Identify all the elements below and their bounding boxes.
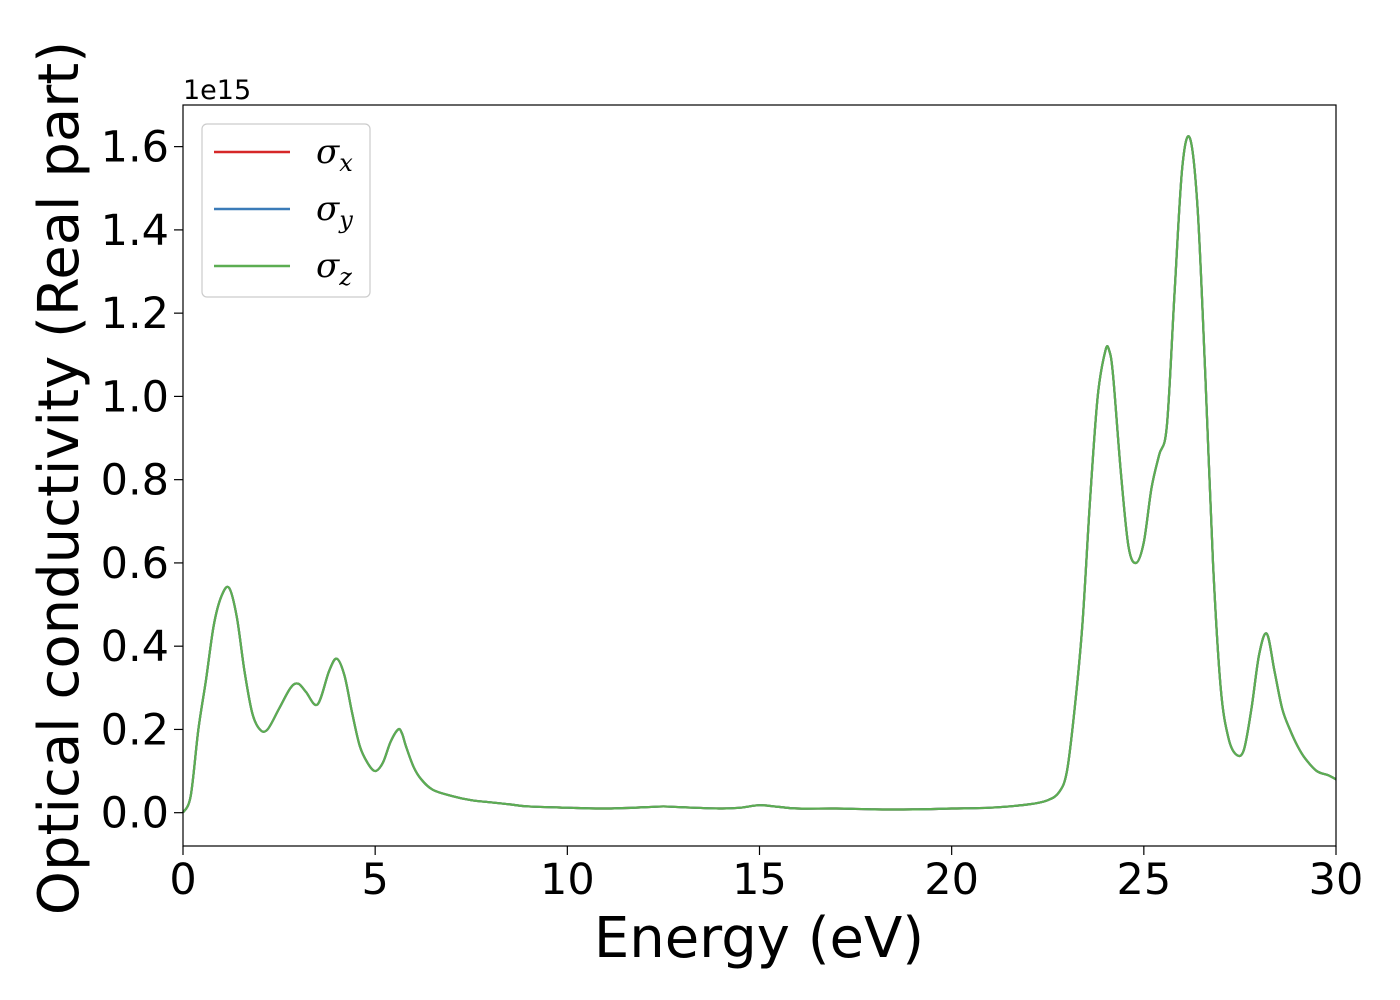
x-tick-label: 30	[1309, 855, 1364, 905]
y-axis-title: Optical conductivity (Real part)	[27, 41, 92, 915]
x-tick-label: 25	[1116, 855, 1171, 905]
plot-area	[183, 105, 1336, 846]
legend-label-sigma-y: σy	[316, 189, 353, 234]
legend-symbol: σ	[316, 246, 340, 286]
y-tick-label: 1.4	[101, 206, 169, 256]
legend-label-sigma-x: σx	[316, 132, 353, 177]
series-line-sigma-z	[182, 135, 1337, 814]
x-tick-label: 10	[540, 855, 595, 905]
legend-symbol: σ	[316, 189, 340, 229]
x-tick-label: 15	[732, 855, 787, 905]
legend-subscript: y	[338, 206, 353, 234]
y-tick-label: 1.6	[101, 123, 169, 173]
x-tick-label: 5	[361, 855, 388, 905]
x-tick-label: 20	[924, 855, 979, 905]
legend-label-sigma-z: σz	[316, 246, 352, 291]
legend-subscript: x	[339, 149, 353, 177]
legend-symbol: σ	[316, 132, 340, 172]
series-layer	[182, 135, 1337, 814]
y-tick-label: 0.6	[101, 539, 169, 589]
y-offset-label: 1e15	[183, 75, 251, 106]
y-tick-label: 0.2	[101, 705, 169, 755]
x-tick-label: 0	[169, 855, 196, 905]
y-tick-label: 0.8	[101, 456, 169, 506]
y-tick-label: 0.4	[101, 622, 169, 672]
x-axis-ticks: 0 5 10 15 20 25 30	[169, 846, 1363, 905]
y-tick-label: 1.2	[101, 289, 169, 339]
x-axis-title: Energy (eV)	[594, 906, 924, 971]
legend-subscript: z	[338, 263, 352, 291]
legend-box	[201, 123, 371, 298]
y-tick-label: 1.0	[101, 372, 169, 422]
y-axis-ticks: 0.0 0.2 0.4 0.6 0.8 1.0 1.2 1.4 1.6	[101, 123, 183, 839]
y-tick-label: 0.0	[101, 789, 169, 839]
